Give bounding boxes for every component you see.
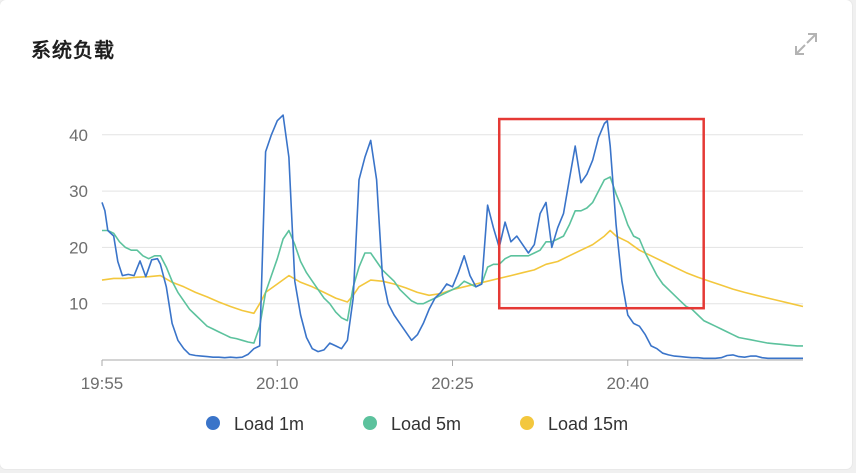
expand-arrows-icon[interactable] — [794, 32, 818, 56]
series-line-load-1m — [101, 114, 803, 360]
highlight-box — [497, 117, 705, 310]
x-tick-label: 20:40 — [606, 374, 649, 393]
legend-label-load-5m: Load 5m — [391, 414, 461, 434]
y-tick-label: 10 — [69, 295, 88, 314]
panel-title: 系统负载 — [31, 38, 115, 62]
x-tick-label: 19:55 — [81, 374, 124, 393]
legend-marker-load-1m — [206, 416, 220, 430]
series-line-load-5m — [102, 176, 803, 347]
x-tick-label: 20:10 — [256, 374, 299, 393]
legend-label-load-1m: Load 1m — [234, 414, 304, 434]
x-tick-label: 20:25 — [431, 374, 474, 393]
y-tick-label: 40 — [69, 126, 88, 145]
legend-label-load-15m: Load 15m — [548, 414, 628, 434]
legend-marker-load-5m — [363, 416, 377, 430]
legend-marker-load-15m — [520, 416, 534, 430]
y-tick-label: 20 — [69, 238, 88, 257]
series-line-load-15m — [101, 229, 804, 315]
y-tick-label: 30 — [69, 182, 88, 201]
